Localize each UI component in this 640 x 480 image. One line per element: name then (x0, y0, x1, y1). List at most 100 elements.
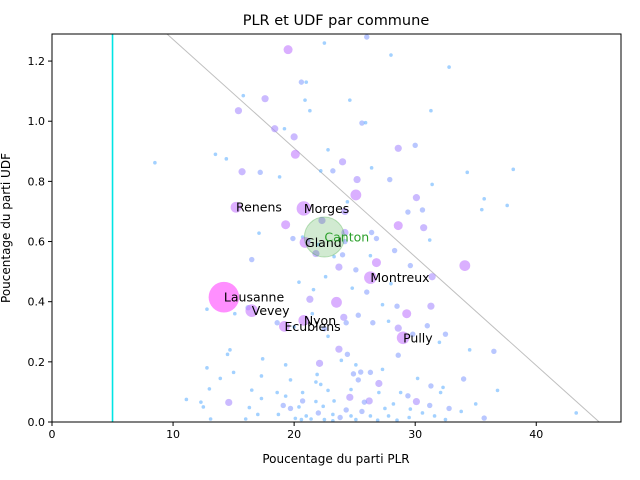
point-label: Ecublens (284, 319, 340, 334)
scatter-point (424, 323, 430, 329)
scatter-point (479, 207, 484, 212)
x-tick-label: 10 (166, 428, 180, 441)
scatter-point (358, 369, 364, 375)
labeled-point (279, 320, 290, 332)
scatter-point (405, 209, 411, 215)
scatter-point (247, 405, 252, 410)
scatter-point (428, 383, 434, 389)
scatter-point (343, 320, 349, 326)
scatter-point (292, 325, 296, 329)
point-label: Renens (236, 200, 282, 215)
scatter-point (339, 358, 344, 363)
x-tick-label: 20 (287, 428, 301, 441)
point-label: Morges (304, 201, 350, 216)
scatter-point (287, 405, 294, 412)
scatter-point (359, 408, 365, 415)
scatter-point (283, 45, 293, 55)
labeled-point (230, 201, 242, 213)
scatter-point (395, 418, 399, 422)
scatter-point (315, 372, 319, 377)
scatter-point (481, 415, 487, 421)
scatter-point (330, 168, 336, 174)
scatter-point (153, 160, 157, 165)
scatter-point (349, 387, 353, 392)
diagonal-reference-line (166, 34, 600, 422)
scatter-point (447, 65, 451, 69)
scatter-point (368, 253, 373, 258)
scatter-point (205, 366, 209, 370)
scatter-point (335, 345, 343, 353)
scatter-point (213, 152, 218, 157)
scatter-point (429, 108, 433, 113)
scatter-point (348, 98, 352, 102)
scatter-point (511, 167, 516, 172)
scatter-point (446, 405, 452, 412)
scatter-point (322, 41, 327, 45)
scatter-point (218, 376, 223, 381)
scatter-point (184, 397, 189, 402)
scatter-point (276, 412, 281, 417)
scatter-point (299, 417, 304, 422)
point-label: Vevey (252, 303, 290, 318)
scatter-point (338, 158, 347, 166)
scatter-point (460, 376, 467, 382)
scatter-point (375, 418, 380, 422)
scatter-point (332, 254, 336, 259)
scatter-point (308, 108, 312, 113)
scatter-point (256, 412, 260, 417)
scatter-point (233, 311, 237, 316)
scatter-point (315, 359, 324, 367)
scatter-point (299, 398, 306, 404)
scatter-point (259, 396, 264, 401)
scatter-point (249, 388, 254, 392)
scatter-point (386, 319, 391, 324)
scatter-point (410, 331, 416, 337)
scatter-point (297, 405, 301, 409)
scatter-point (341, 207, 349, 216)
x-axis-ticks: 0 10 20 30 40 (49, 422, 543, 441)
labeled-point (245, 304, 259, 318)
scatter-point (491, 348, 497, 355)
scatter-point (427, 402, 433, 409)
point-label: Montreux (370, 270, 429, 285)
scatter-point (361, 399, 368, 405)
scatter-point (281, 220, 291, 230)
scatter-point (326, 334, 330, 339)
scatter-point (318, 169, 323, 173)
scatter-point (306, 295, 314, 303)
scatter-point (391, 247, 398, 254)
scatter-point (335, 263, 343, 271)
scatter-point (482, 197, 486, 201)
scatter-point (359, 120, 365, 126)
scatter-point (280, 402, 286, 409)
scatter-point (377, 390, 381, 395)
scatter-point (261, 95, 269, 103)
scatter-point (380, 302, 385, 307)
scatter-point (293, 416, 298, 421)
plot-background (52, 34, 621, 422)
scatter-point (473, 402, 478, 406)
scatter-point (350, 371, 357, 377)
scatter-point (318, 382, 323, 387)
labeled-point (396, 331, 410, 345)
scatter-point (282, 126, 287, 131)
scatter-point (364, 289, 370, 295)
scatter-point (339, 252, 346, 258)
scatter-point (407, 415, 411, 420)
scatter-point (367, 369, 374, 376)
scatter-point (373, 235, 380, 242)
scatter-point (243, 417, 248, 421)
scatter-point (322, 417, 327, 422)
scatter-point (326, 388, 330, 393)
scatter-point (300, 390, 305, 395)
scatter-point (419, 207, 426, 213)
scatter-point (353, 267, 359, 273)
scatter-point (257, 231, 261, 235)
scatter-point (337, 414, 343, 421)
scatter-point (331, 412, 335, 417)
scatter-point (275, 390, 279, 395)
scatter-point (391, 402, 396, 406)
scatter-point (349, 414, 353, 418)
scatter-point (304, 80, 309, 84)
